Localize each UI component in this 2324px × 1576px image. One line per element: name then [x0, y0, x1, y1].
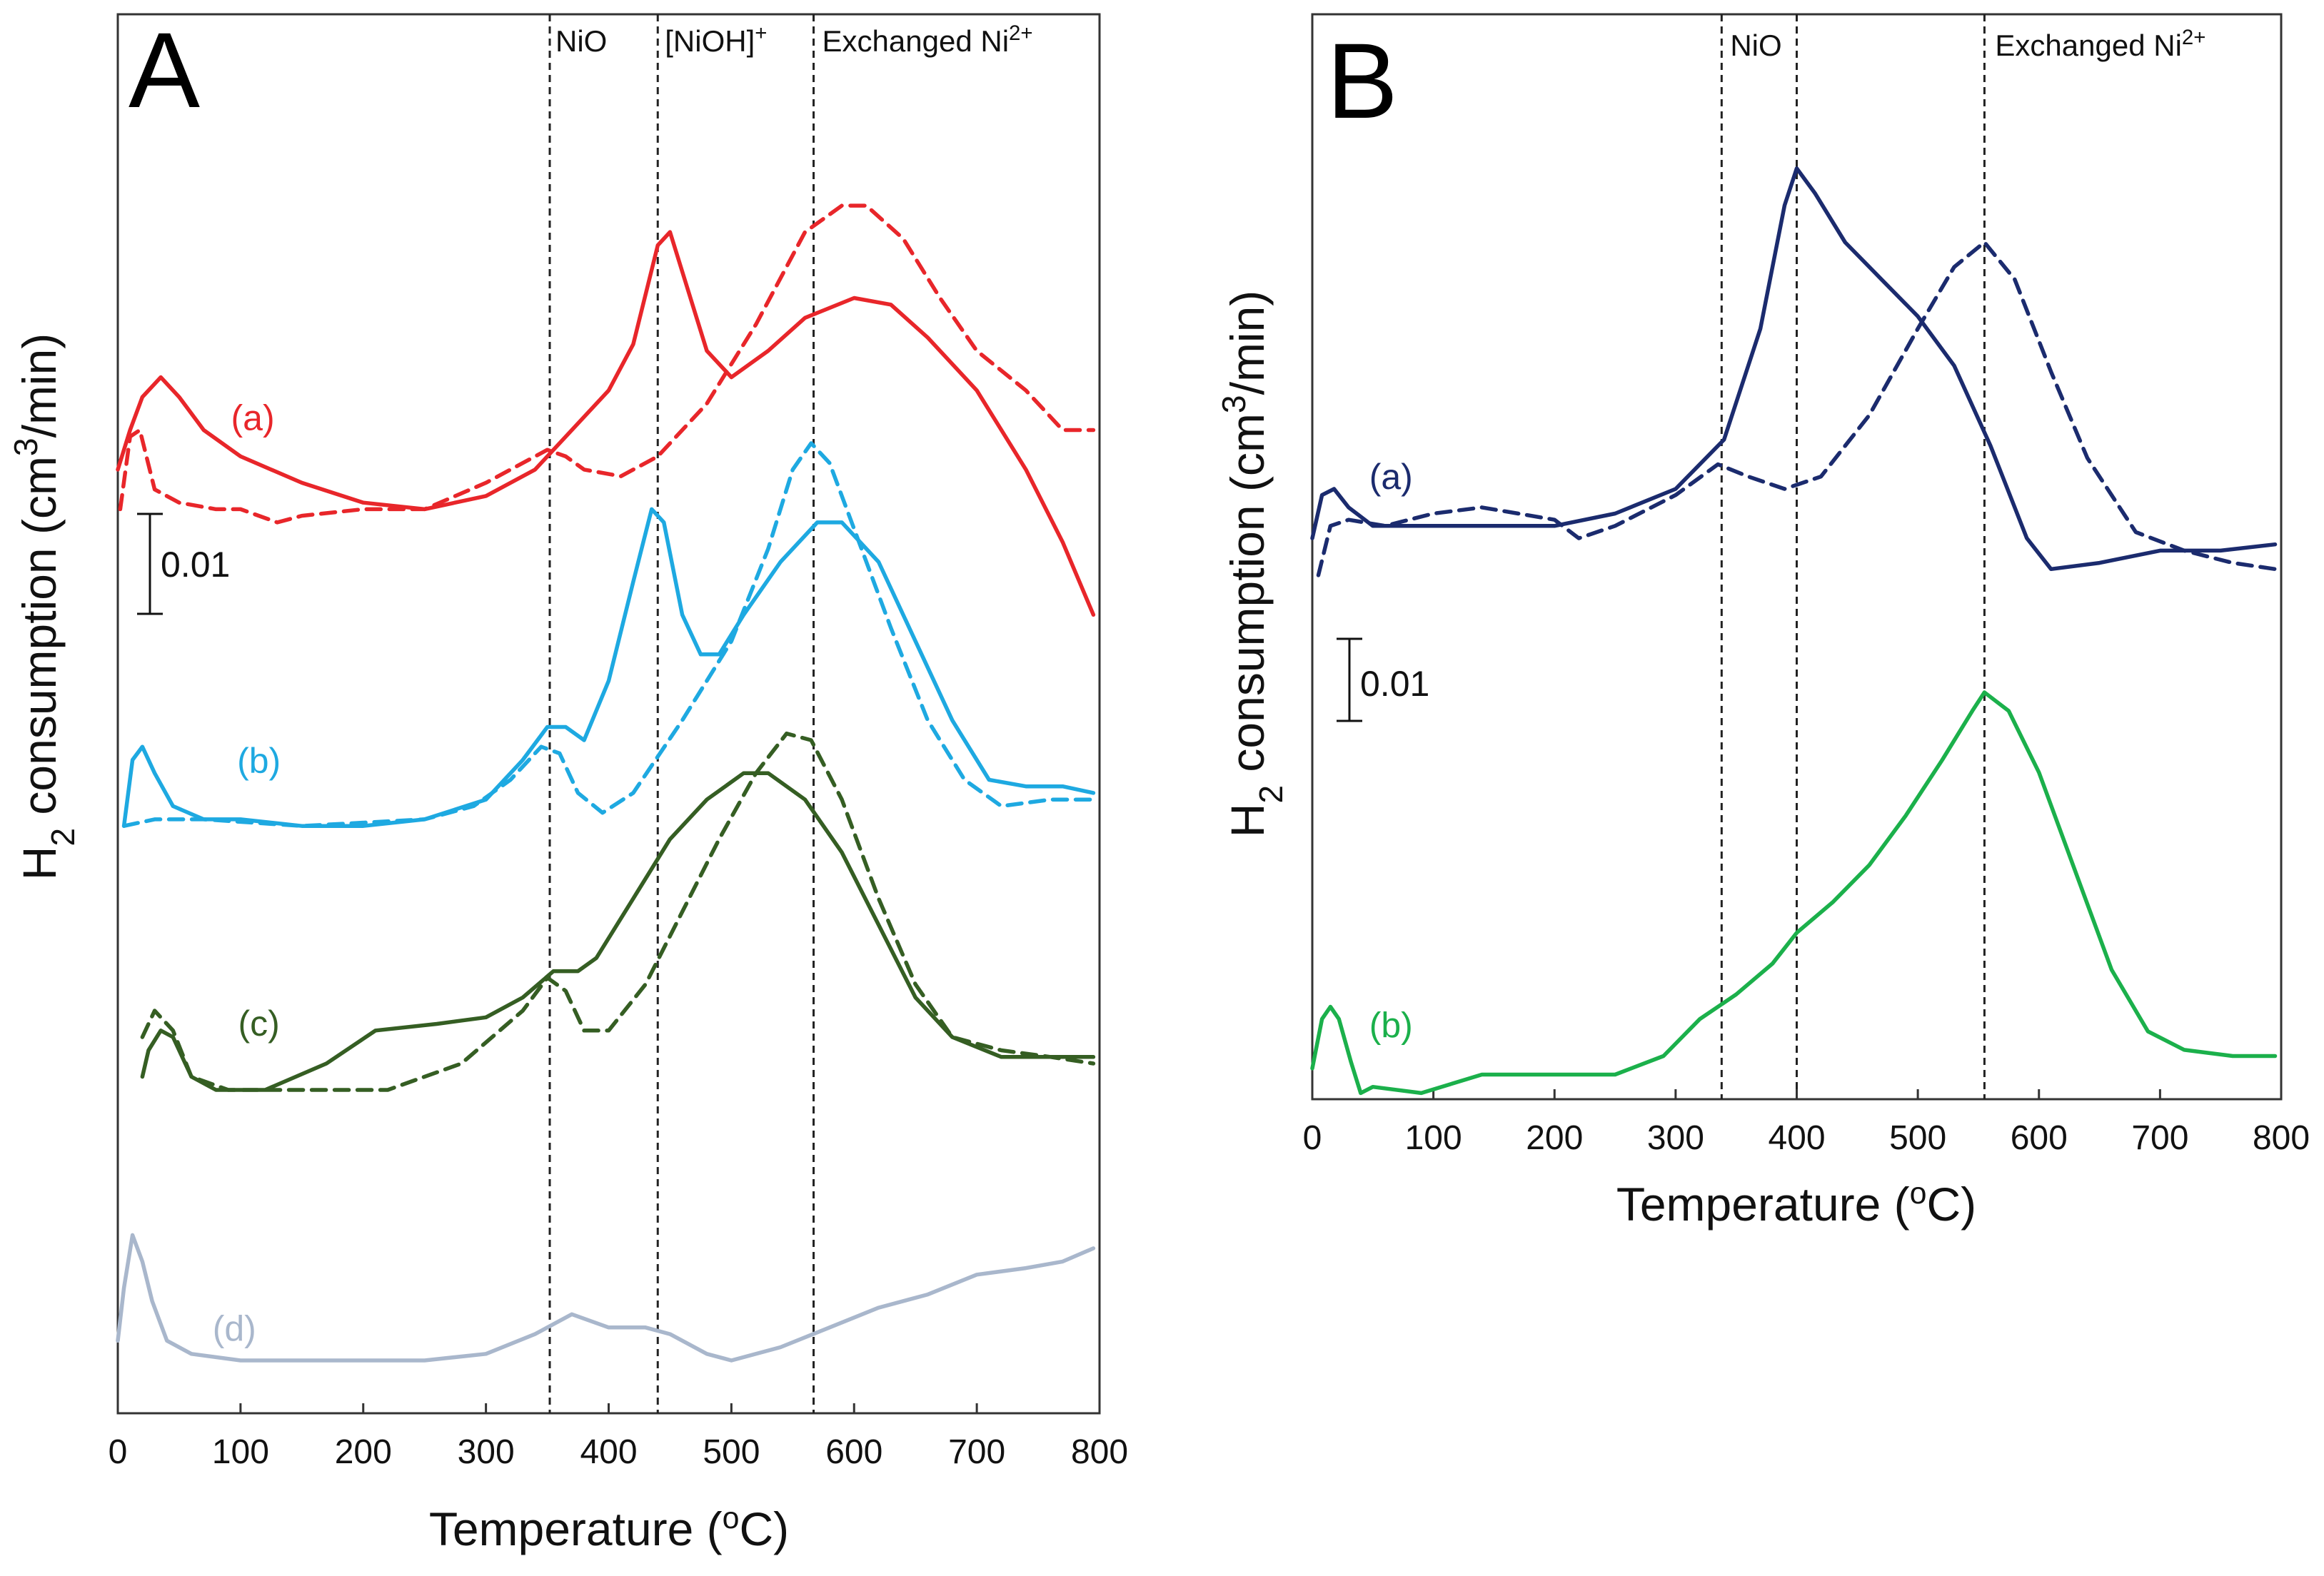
panel-a-series-cdashed-dashed	[140, 731, 1096, 1092]
panel-a-letter: A	[129, 10, 200, 130]
panel-a-series-label-b: (b)	[237, 741, 281, 781]
panel-a-x-tick-label: 300	[458, 1433, 515, 1471]
panel-a-x-tick-label: 500	[703, 1433, 760, 1471]
panel-a-chart: A NiO [NiOH]+ Exchanged Ni2+ 0 100 200 300 400 5…	[7, 10, 1128, 1555]
panel-b-series-label-b: (b)	[1369, 1006, 1413, 1046]
panel-b-ref-label-2: Exchanged Ni2+	[1995, 26, 2205, 63]
panel-a-x-tick-label: 100	[212, 1433, 269, 1471]
panel-a-series-d-solid	[116, 1233, 1096, 1363]
panel-b-x-axis-title: Temperature (oC)	[1616, 1176, 1976, 1231]
panel-b-x-tick-label: 400	[1768, 1119, 1825, 1157]
panel-a-ref-label-2: Exchanged Ni2+	[823, 21, 1033, 59]
panel-a-x-tick-label: 0	[109, 1433, 128, 1471]
panel-a-plot-frame	[116, 13, 1101, 1415]
panel-b-series-a-solid	[1310, 166, 2278, 572]
panel-b-series-adashed-dashed	[1316, 240, 2278, 577]
panel-a-series-bdashed-dashed	[121, 441, 1096, 828]
panel-b-x-tick-label: 800	[2253, 1119, 2310, 1157]
panel-a-series-label-a: (a)	[231, 398, 275, 438]
panel-b-series-b-solid	[1310, 690, 2278, 1096]
panel-b-x-tick-label: 300	[1647, 1119, 1704, 1157]
panel-b-x-tick-label: 700	[2131, 1119, 2188, 1157]
panel-b-letter: B	[1327, 21, 1398, 141]
panel-b-x-tick-label: 200	[1526, 1119, 1583, 1157]
panel-a-scale-bar: 0.01	[137, 512, 230, 615]
panel-a-y-axis-title: H2 consumption (cm3/min)	[7, 333, 81, 881]
panel-a-x-tick-label: 600	[825, 1433, 882, 1471]
panel-b-x-tick-label: 600	[2011, 1119, 2068, 1157]
panel-b-ref-label-0: NiO	[1730, 29, 1781, 62]
panel-a-series-label-d: (d)	[213, 1308, 256, 1348]
panel-a-scale-label: 0.01	[161, 545, 230, 585]
panel-a-x-tick-label: 400	[580, 1433, 637, 1471]
panel-a-ref-label-0: NiO	[555, 24, 607, 58]
panel-b-y-axis-title: H2 consumption (cm3/min)	[1215, 291, 1289, 838]
panel-a-x-tick-label: 200	[335, 1433, 392, 1471]
panel-a-series-a-solid	[116, 230, 1096, 617]
panel-a-x-tick-label: 800	[1071, 1433, 1128, 1471]
panel-a-x-axis-title: Temperature (oC)	[429, 1501, 789, 1555]
panel-a-series-c-solid	[140, 771, 1096, 1092]
panel-b-x-tick-label: 100	[1405, 1119, 1462, 1157]
panel-b-series-label-a: (a)	[1369, 457, 1413, 497]
panel-b-chart: B NiO Exchanged Ni2+ 0 100 200 300 400 500 600 70…	[1215, 13, 2310, 1231]
panel-b-scale-label: 0.01	[1360, 664, 1429, 704]
panel-a-series-adashed-dashed	[118, 203, 1096, 525]
panel-b-x-tick-label: 500	[1889, 1119, 1946, 1157]
panel-a-x-tick-label: 700	[948, 1433, 1005, 1471]
panel-b-scale-bar: 0.01	[1337, 637, 1429, 722]
panel-a-series-label-c: (c)	[238, 1004, 280, 1044]
panel-a-ref-label-1: [NiOH]+	[665, 21, 767, 59]
panel-b-x-tick-label: 0	[1303, 1119, 1322, 1157]
